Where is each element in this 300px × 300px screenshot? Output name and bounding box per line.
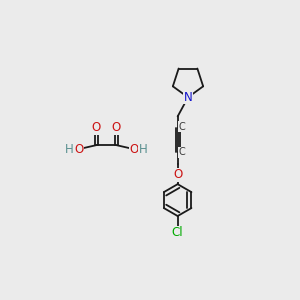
Text: Cl: Cl xyxy=(172,226,184,239)
Text: H: H xyxy=(65,142,74,156)
Text: C: C xyxy=(178,147,185,157)
Text: O: O xyxy=(112,121,121,134)
Text: O: O xyxy=(129,142,139,156)
Text: O: O xyxy=(173,168,182,181)
Text: H: H xyxy=(139,142,148,156)
Text: O: O xyxy=(74,142,83,156)
Text: C: C xyxy=(178,122,185,132)
Text: N: N xyxy=(184,91,192,104)
Text: O: O xyxy=(92,121,101,134)
